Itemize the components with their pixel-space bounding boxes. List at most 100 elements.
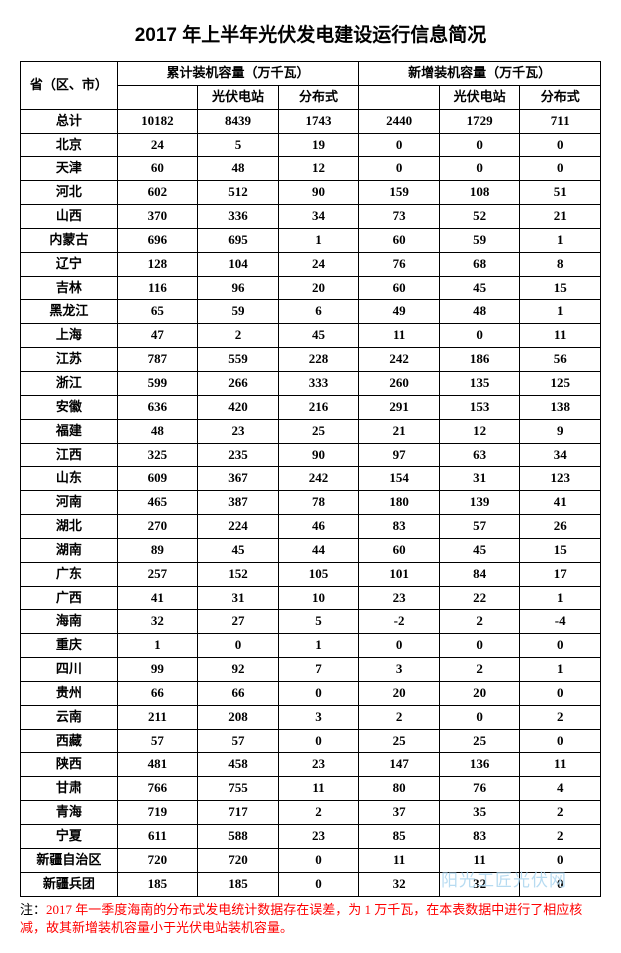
cell-value: 2 — [520, 825, 601, 849]
cell-value: 17 — [520, 562, 601, 586]
cell-province: 内蒙古 — [21, 228, 118, 252]
table-row: 山西37033634735221 — [21, 205, 601, 229]
cell-value: 2 — [359, 705, 440, 729]
cell-value: 216 — [278, 395, 359, 419]
cell-value: 10182 — [117, 109, 198, 133]
cell-value: 6 — [278, 300, 359, 324]
cell-value: 602 — [117, 181, 198, 205]
th-group-cumulative: 累计装机容量（万千瓦） — [117, 62, 359, 86]
cell-province: 辽宁 — [21, 252, 118, 276]
cell-value: 89 — [117, 538, 198, 562]
cell-value: 719 — [117, 801, 198, 825]
cell-province: 贵州 — [21, 681, 118, 705]
th-group-new: 新增装机容量（万千瓦） — [359, 62, 601, 86]
cell-value: 465 — [117, 491, 198, 515]
cell-value: 270 — [117, 515, 198, 539]
cell-value: 65 — [117, 300, 198, 324]
cell-value: 101 — [359, 562, 440, 586]
cell-province: 上海 — [21, 324, 118, 348]
cell-value: 63 — [439, 443, 520, 467]
cell-value: 32 — [359, 872, 440, 896]
cell-value: 99 — [117, 658, 198, 682]
cell-value: 34 — [520, 443, 601, 467]
cell-province: 山东 — [21, 467, 118, 491]
cell-province: 江苏 — [21, 348, 118, 372]
table-row: 宁夏6115882385832 — [21, 825, 601, 849]
cell-value: 21 — [520, 205, 601, 229]
cell-value: 717 — [198, 801, 279, 825]
cell-value: 25 — [359, 729, 440, 753]
cell-value: 8 — [520, 252, 601, 276]
table-row: 新疆兵团185185032320 — [21, 872, 601, 896]
cell-value: 2 — [520, 801, 601, 825]
cell-value: 787 — [117, 348, 198, 372]
cell-value: 11 — [520, 753, 601, 777]
cell-value: 57 — [198, 729, 279, 753]
cell-value: 211 — [117, 705, 198, 729]
cell-value: 78 — [278, 491, 359, 515]
cell-province: 湖北 — [21, 515, 118, 539]
cell-value: 0 — [520, 729, 601, 753]
cell-province: 重庆 — [21, 634, 118, 658]
cell-value: 370 — [117, 205, 198, 229]
table-row: 重庆101000 — [21, 634, 601, 658]
table-row: 浙江599266333260135125 — [21, 371, 601, 395]
cell-province: 新疆兵团 — [21, 872, 118, 896]
cell-value: 0 — [278, 681, 359, 705]
table-row: 辽宁1281042476688 — [21, 252, 601, 276]
cell-value: 0 — [359, 157, 440, 181]
table-row: 河北6025129015910851 — [21, 181, 601, 205]
cell-province: 总计 — [21, 109, 118, 133]
cell-value: 0 — [520, 133, 601, 157]
cell-value: 85 — [359, 825, 440, 849]
cell-value: 696 — [117, 228, 198, 252]
cell-value: 559 — [198, 348, 279, 372]
cell-province: 河南 — [21, 491, 118, 515]
cell-value: 76 — [359, 252, 440, 276]
cell-value: 8439 — [198, 109, 279, 133]
cell-value: 481 — [117, 753, 198, 777]
cell-value: 1729 — [439, 109, 520, 133]
table-row: 吉林1169620604515 — [21, 276, 601, 300]
cell-value: 755 — [198, 777, 279, 801]
page-title: 2017 年上半年光伏发电建设运行信息简况 — [20, 20, 601, 47]
cell-value: 123 — [520, 467, 601, 491]
cell-value: 0 — [439, 133, 520, 157]
cell-value: 116 — [117, 276, 198, 300]
cell-province: 广西 — [21, 586, 118, 610]
cell-value: 0 — [439, 634, 520, 658]
cell-value: -2 — [359, 610, 440, 634]
cell-value: 51 — [520, 181, 601, 205]
cell-value: 766 — [117, 777, 198, 801]
cell-value: 4 — [520, 777, 601, 801]
cell-value: 10 — [278, 586, 359, 610]
cell-province: 西藏 — [21, 729, 118, 753]
cell-value: 20 — [359, 681, 440, 705]
cell-value: 2 — [520, 705, 601, 729]
cell-value: 2 — [278, 801, 359, 825]
cell-value: 185 — [198, 872, 279, 896]
cell-value: 1 — [278, 634, 359, 658]
cell-province: 宁夏 — [21, 825, 118, 849]
cell-value: 12 — [439, 419, 520, 443]
cell-value: 73 — [359, 205, 440, 229]
cell-value: 57 — [117, 729, 198, 753]
cell-value: 3 — [278, 705, 359, 729]
table-row: 湖北27022446835726 — [21, 515, 601, 539]
table-row: 河南4653877818013941 — [21, 491, 601, 515]
table-row: 广东2571521051018417 — [21, 562, 601, 586]
cell-value: 68 — [439, 252, 520, 276]
table-row: 云南2112083202 — [21, 705, 601, 729]
cell-value: 15 — [520, 276, 601, 300]
cell-value: 11 — [359, 324, 440, 348]
cell-value: 47 — [117, 324, 198, 348]
table-row: 山东60936724215431123 — [21, 467, 601, 491]
cell-value: 49 — [359, 300, 440, 324]
cell-value: 0 — [439, 157, 520, 181]
cell-value: 333 — [278, 371, 359, 395]
cell-value: 44 — [278, 538, 359, 562]
cell-value: 387 — [198, 491, 279, 515]
cell-value: 21 — [359, 419, 440, 443]
cell-province: 青海 — [21, 801, 118, 825]
cell-value: 611 — [117, 825, 198, 849]
